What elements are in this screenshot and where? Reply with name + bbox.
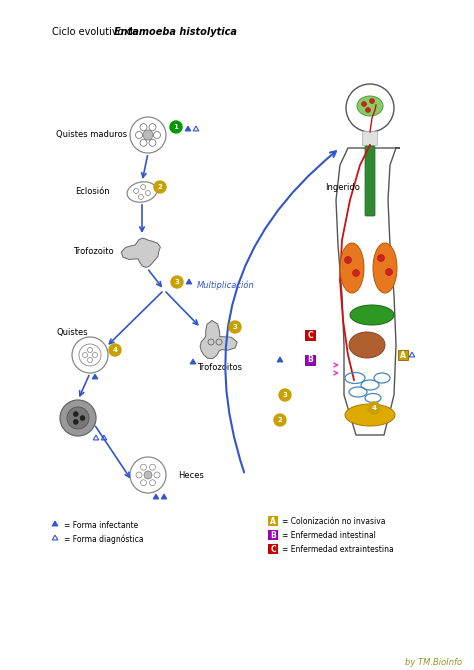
Circle shape bbox=[345, 257, 352, 263]
Circle shape bbox=[73, 419, 78, 424]
FancyBboxPatch shape bbox=[268, 516, 278, 526]
Text: = Forma diagnóstica: = Forma diagnóstica bbox=[64, 534, 144, 544]
Text: Ingerido: Ingerido bbox=[325, 184, 360, 192]
FancyBboxPatch shape bbox=[365, 146, 375, 216]
FancyBboxPatch shape bbox=[268, 530, 278, 540]
Ellipse shape bbox=[373, 243, 397, 293]
Circle shape bbox=[60, 400, 96, 436]
Text: Eclosión: Eclosión bbox=[75, 188, 110, 196]
Text: 3: 3 bbox=[283, 392, 287, 398]
Ellipse shape bbox=[345, 404, 395, 426]
Polygon shape bbox=[190, 359, 196, 364]
Polygon shape bbox=[185, 126, 191, 131]
Text: Quistes maduros: Quistes maduros bbox=[56, 131, 127, 139]
Ellipse shape bbox=[340, 243, 364, 293]
Text: 1: 1 bbox=[173, 124, 178, 130]
FancyArrowPatch shape bbox=[225, 151, 336, 472]
Polygon shape bbox=[153, 494, 159, 499]
FancyBboxPatch shape bbox=[363, 131, 377, 145]
Text: = Forma infectante: = Forma infectante bbox=[64, 521, 138, 529]
Text: 2: 2 bbox=[278, 417, 283, 423]
Text: = Colonización no invasiva: = Colonización no invasiva bbox=[282, 517, 385, 525]
Text: 2: 2 bbox=[158, 184, 163, 190]
Polygon shape bbox=[277, 357, 283, 362]
Circle shape bbox=[279, 389, 291, 401]
Polygon shape bbox=[121, 239, 160, 267]
Circle shape bbox=[368, 402, 380, 414]
Circle shape bbox=[353, 269, 359, 277]
Polygon shape bbox=[200, 320, 237, 358]
Circle shape bbox=[109, 344, 121, 356]
Circle shape bbox=[377, 255, 384, 261]
FancyBboxPatch shape bbox=[305, 355, 315, 365]
Circle shape bbox=[385, 269, 392, 275]
Text: Ciclo evolutivo de: Ciclo evolutivo de bbox=[52, 27, 142, 37]
Text: by TM.BioInfo: by TM.BioInfo bbox=[405, 658, 462, 667]
Polygon shape bbox=[186, 279, 192, 284]
Circle shape bbox=[143, 130, 153, 140]
Text: = Enfermedad extraintestina: = Enfermedad extraintestina bbox=[282, 545, 394, 553]
Text: 3: 3 bbox=[233, 324, 237, 330]
Text: Heces: Heces bbox=[178, 470, 204, 480]
Text: Multiplicación: Multiplicación bbox=[197, 280, 255, 289]
Text: 3: 3 bbox=[174, 279, 180, 285]
Circle shape bbox=[80, 415, 85, 421]
Text: B: B bbox=[270, 531, 276, 539]
Text: 4: 4 bbox=[372, 405, 376, 411]
Polygon shape bbox=[52, 521, 58, 526]
Circle shape bbox=[171, 276, 183, 288]
Text: A: A bbox=[400, 350, 406, 360]
Text: C: C bbox=[270, 545, 276, 553]
Ellipse shape bbox=[350, 305, 394, 325]
Text: = Enfermedad intestinal: = Enfermedad intestinal bbox=[282, 531, 376, 539]
Polygon shape bbox=[161, 494, 167, 499]
FancyBboxPatch shape bbox=[268, 544, 278, 554]
Ellipse shape bbox=[349, 332, 385, 358]
Text: Quistes: Quistes bbox=[56, 328, 88, 338]
Circle shape bbox=[144, 471, 152, 479]
Circle shape bbox=[362, 101, 366, 107]
FancyBboxPatch shape bbox=[398, 350, 408, 360]
Circle shape bbox=[154, 181, 166, 193]
Text: Trofozoito: Trofozoito bbox=[73, 247, 114, 257]
Text: 4: 4 bbox=[112, 347, 118, 353]
FancyBboxPatch shape bbox=[305, 330, 315, 340]
Circle shape bbox=[67, 407, 89, 429]
Ellipse shape bbox=[357, 96, 383, 116]
Circle shape bbox=[229, 321, 241, 333]
Circle shape bbox=[365, 107, 371, 113]
Text: A: A bbox=[270, 517, 276, 525]
Text: B: B bbox=[307, 356, 313, 364]
Circle shape bbox=[370, 98, 374, 103]
Circle shape bbox=[274, 414, 286, 426]
Circle shape bbox=[170, 121, 182, 133]
Text: Entamoeba histolytica: Entamoeba histolytica bbox=[114, 27, 237, 37]
Polygon shape bbox=[92, 374, 98, 379]
Circle shape bbox=[73, 411, 78, 417]
Text: C: C bbox=[307, 330, 313, 340]
Text: Trofozoitos: Trofozoitos bbox=[198, 364, 243, 373]
